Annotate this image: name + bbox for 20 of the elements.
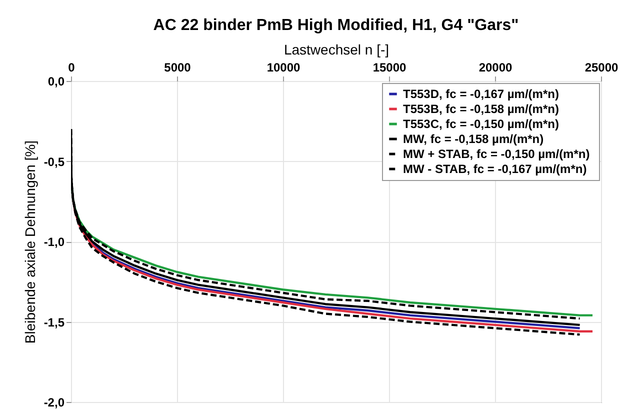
x-tick-label: 5000 [164, 60, 192, 74]
legend-label: T553D, fc = -0,167 µm/(m*n) [403, 87, 559, 101]
legend-label: MW, fc = -0,158 µm/(m*n) [403, 132, 544, 146]
legend-label: MW - STAB, fc = -0,167 µm/(m*n) [403, 162, 587, 176]
x-axis-title: Lastwechsel n [-] [284, 42, 390, 58]
y-axis-title: Bleibende axiale Dehnungen [%] [22, 140, 38, 344]
y-tick-label: -1,5 [44, 315, 65, 330]
y-tick-label: -1,0 [44, 235, 65, 249]
x-tick-label: 25000 [584, 60, 619, 74]
x-tick-label: 10000 [266, 60, 301, 74]
legend-label: T553C, fc = -0,150 µm/(m*n) [403, 117, 559, 131]
x-tick-label: 20000 [478, 60, 513, 74]
legend-label: T553B, fc = -0,158 µm/(m*n) [403, 102, 559, 116]
y-tick-label: 0,0 [48, 74, 65, 88]
chart-title: AC 22 binder PmB High Modified, H1, G4 "Gars" [153, 17, 519, 34]
x-tick-label: 15000 [372, 60, 407, 74]
x-tick-label: 0 [68, 60, 76, 74]
legend-label: MW + STAB, fc = -0,150 µm/(m*n) [403, 147, 590, 161]
y-tick-label: -2,0 [44, 396, 65, 409]
y-tick-label: -0,5 [44, 154, 65, 169]
